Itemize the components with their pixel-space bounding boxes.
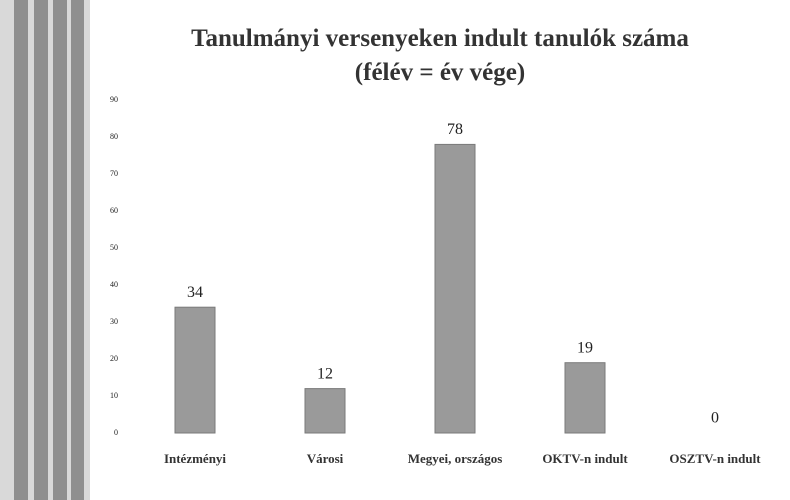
x-tick-label: Megyei, országos [407,451,503,466]
x-tick-label: Városi [306,451,344,466]
y-tick-label: 10 [110,391,118,400]
bar [434,143,476,434]
stripe [14,0,28,500]
bar [174,306,216,434]
y-tick-label: 50 [110,243,118,252]
x-tick-label: OSZTV-n indult [669,451,761,466]
y-tick-label: 20 [110,354,118,363]
y-tick-label: 40 [110,280,118,289]
y-tick-label: 90 [110,95,118,104]
y-tick-label: 80 [110,132,118,141]
stripe [34,0,48,500]
value-label: 12 [317,365,333,382]
value-label: 0 [711,410,719,427]
value-label: 19 [577,339,593,356]
y-tick-label: 30 [110,317,118,326]
x-tick-label: Intézményi [163,451,227,466]
value-label: 78 [447,121,463,138]
y-tick-label: 60 [110,206,118,215]
y-tick-label: 0 [114,428,118,437]
bar [304,388,346,434]
stripe [71,0,84,500]
chart-title: Tanulmányi versenyeken indult tanulók sz… [191,25,689,86]
x-tick-label: OKTV-n indult [542,451,628,466]
bar [564,362,606,434]
y-tick-label: 70 [110,169,118,178]
side-stripes [0,0,90,500]
value-label: 34 [187,284,203,301]
stripe [53,0,67,500]
